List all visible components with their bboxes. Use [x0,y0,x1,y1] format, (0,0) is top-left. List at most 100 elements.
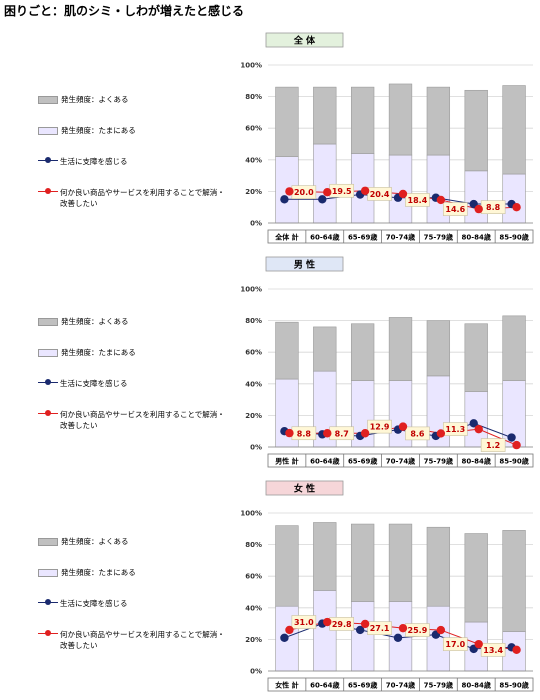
bar-often [350,86,375,154]
bar-sometimes [350,601,375,672]
x-tick-label: 65-69歳 [348,457,377,466]
y-tick-label: 0% [250,444,262,452]
x-tick-label: 60-64歳 [310,681,339,690]
y-tick-label: 0% [250,220,262,228]
data-label: 20.0 [294,188,314,197]
bar-often [275,525,299,607]
solution-marker [436,625,446,635]
data-label-box [480,438,506,452]
solution-marker [474,639,483,649]
data-label: 13.4 [483,646,503,655]
data-label-box [291,615,317,629]
bar-sometimes [464,170,488,224]
bar-sometimes [502,173,526,224]
y-tick-label: 60% [245,349,262,357]
data-label: 8.6 [410,429,425,438]
legend-solution-label-1: 何か良い商品やサービスを利用することで解消・ [60,630,225,639]
legend-sometimes: 発生頻度：たまにある [38,567,136,578]
x-tick-label: 女性 計 [275,681,298,690]
bar-sometimes [313,143,337,224]
legend-solution-label-1: 何か良い商品やサービスを利用することで解消・ [60,188,225,197]
chart-title: 女 性 [294,483,315,495]
x-tick-label: 65-69歳 [348,681,377,690]
hardship-marker [507,433,516,442]
solution-marker [398,623,408,633]
y-tick-label: 20% [245,636,262,644]
x-tick-label: 65-69歳 [348,233,377,242]
data-label: 11.3 [445,425,465,434]
solution-marker [323,187,332,197]
solution-marker [512,203,521,212]
solution-marker [436,429,446,438]
x-tick-label: 75-79歳 [424,681,453,690]
solution-marker [512,645,521,655]
solution-marker [323,617,332,627]
bar-often [313,86,337,145]
legend-solution-label-1: 何か良い商品やサービスを利用することで解消・ [60,410,225,419]
hardship-marker [318,195,327,204]
solution-marker [474,204,483,214]
data-label: 1.2 [486,441,500,450]
y-tick-label: 100% [240,286,262,294]
bar-often [275,86,299,157]
x-tick-label: 85-90歳 [499,681,528,690]
y-tick-label: 100% [240,510,262,518]
y-tick-label: 60% [245,125,262,133]
x-tick-label: 全体 計 [274,233,298,242]
y-tick-label: 80% [245,541,262,549]
bar-often [388,83,413,156]
x-tick-label: 85-90歳 [499,457,528,466]
bar-sometimes [388,154,413,224]
solution-marker [398,189,408,199]
often-swatch [38,538,58,546]
data-label-box [442,422,468,436]
y-tick-label: 0% [250,668,262,676]
category-table [267,453,534,468]
category-table [267,677,534,692]
navy-line-swatch [38,378,58,387]
legend-often-label: 発生頻度：よくある [61,95,129,104]
bar-often [350,323,375,381]
bar-often [464,323,488,393]
solution-marker [360,619,370,629]
chart-panel-male: 発生頻度：よくある 発生頻度：たまにある 生活に支障を感じる 何か良い商品やサー… [0,254,540,474]
solution-marker [323,429,332,438]
y-tick-label: 40% [245,380,262,388]
legend-solution: 何か良い商品やサービスを利用することで解消・ 改善したい [38,187,225,209]
solution-marker [512,440,521,450]
chart-all: 全 体 0% 20% 40% 60% 80% 100% 全体 計 60-64歳 65-69歳 70-… [240,32,534,244]
legend-often-label: 発生頻度：よくある [61,317,129,326]
bar-often [502,530,526,632]
y-tick-label: 40% [245,604,262,612]
data-label: 27.1 [370,624,390,633]
legend-hardship-label: 生活に支障を感じる [60,599,128,608]
red-line-swatch [38,187,58,196]
bar-often [313,522,337,591]
legend-often: 発生頻度：よくある [38,94,129,105]
data-label: 8.8 [297,429,312,438]
legend-hardship: 生活に支障を感じる [38,378,128,389]
red-line-swatch [38,409,58,418]
navy-line-swatch [38,598,58,607]
chart-panel-all: 発生頻度：よくある 発生頻度：たまにある 生活に支障を感じる 何か良い商品やサー… [0,30,540,250]
solution-marker [436,195,446,205]
bar-often [502,315,526,381]
y-tick-label: 100% [240,62,262,70]
legend-solution-label-2: 改善したい [60,199,98,208]
data-label-box [442,202,468,216]
hardship-marker [355,625,365,635]
data-label: 14.6 [445,205,465,214]
legend-solution: 何か良い商品やサービスを利用することで解消・ 改善したい [38,409,225,431]
x-tick-label: 75-79歳 [424,457,453,466]
chart-title-box [265,480,344,496]
solution-marker [398,422,408,431]
legend-hardship-label: 生活に支障を感じる [60,157,128,166]
solution-marker [360,429,370,438]
legend-hardship-label: 生活に支障を感じる [60,379,128,388]
chart-title: 全 体 [293,35,316,47]
data-label: 20.4 [370,190,390,199]
sometimes-swatch [38,349,58,357]
legend-hardship: 生活に支障を感じる [38,156,128,167]
bar-often [426,320,451,377]
legend-solution-label-2: 改善したい [60,641,98,650]
